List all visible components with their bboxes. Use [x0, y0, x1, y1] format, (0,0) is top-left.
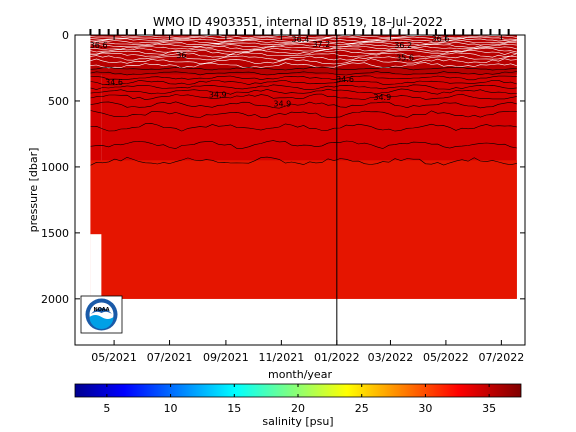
colorbar-ticks: 5 10 15 20 25 30 35 — [103, 384, 496, 415]
contour-label: 37.2 — [312, 40, 330, 49]
plot-area: 36.6 36 36.437.2 36.2 36.6 35.6 34.6 34.6 34.9 34… — [74, 29, 526, 346]
chart-title: WMO ID 4903351, internal ID 8519, 18–Jul… — [153, 15, 443, 29]
contour-line — [90, 55, 517, 61]
contour-line — [90, 41, 517, 46]
contour-label: 36.4 — [292, 35, 310, 44]
y-axis: 0 500 1000 1500 2000 — [41, 29, 525, 306]
salinity-field — [90, 35, 517, 300]
contour-line — [90, 71, 517, 76]
x-tick-label: 05/2022 — [423, 351, 469, 364]
colorbar-tick-label: 25 — [355, 402, 369, 415]
contour-line — [90, 62, 517, 69]
contour-line — [90, 38, 517, 42]
contour-line — [90, 101, 517, 109]
colorbar-tick-label: 20 — [291, 402, 305, 415]
contour-label: 34.6 — [105, 78, 123, 87]
contour-line — [90, 75, 517, 81]
logo-wave-icon — [89, 315, 114, 329]
profile-ticks — [89, 29, 510, 35]
contour-line — [90, 66, 517, 71]
logo-text: NOAA — [93, 307, 109, 313]
colorbar-tick-label: 35 — [482, 402, 496, 415]
x-tick-label: 07/2022 — [479, 351, 525, 364]
x-tick-label: 09/2021 — [203, 351, 249, 364]
y-tick-label: 1500 — [41, 227, 69, 240]
x-axis: 05/2021 07/2021 09/2021 11/2021 01/2022 03/20… — [91, 35, 524, 364]
colorbar-tick-label: 15 — [227, 402, 241, 415]
contour-line — [90, 156, 517, 166]
contour-label: 34.9 — [373, 93, 391, 102]
contour-line — [90, 110, 517, 118]
noaa-logo: NOAA — [80, 295, 123, 334]
y-tick-label: 1000 — [41, 161, 69, 174]
contour-labels: 36.6 36 36.437.2 36.2 36.6 35.6 34.6 34.6 34.9 34… — [90, 34, 450, 108]
colorbar-tick-label: 10 — [164, 402, 178, 415]
contour-label: 34.6 — [336, 75, 354, 84]
y-axis-label: pressure [dbar] — [27, 148, 40, 233]
x-tick-label: 07/2021 — [147, 351, 193, 364]
contour-line — [90, 52, 517, 58]
y-tick-label: 2000 — [41, 293, 69, 306]
contour-line — [90, 47, 517, 53]
contour-line — [90, 45, 517, 51]
contour-line — [90, 80, 517, 86]
contour-label: 34.9 — [273, 100, 291, 109]
colorbar: 5 10 15 20 25 30 35 salinity [psu] — [74, 383, 522, 428]
contour-line — [90, 140, 517, 149]
x-axis-label: month/year — [268, 368, 332, 381]
contour-line — [90, 84, 517, 91]
contour-label: 34.9 — [209, 90, 227, 99]
contour-label: 36.2 — [394, 41, 412, 50]
colorbar-tick-label: 5 — [103, 402, 110, 415]
contour-line — [90, 49, 517, 55]
field-early-profiles — [90, 35, 102, 235]
x-tick-label: 11/2021 — [259, 351, 305, 364]
contour-label: 36.6 — [90, 41, 108, 50]
contour-line — [90, 43, 517, 48]
contour-label: 36 — [176, 51, 186, 60]
field-early-gap — [90, 234, 102, 300]
contour-line — [90, 88, 517, 95]
colorbar-tick-label: 30 — [418, 402, 432, 415]
y-tick-label: 0 — [62, 29, 69, 42]
x-tick-label: 05/2021 — [91, 351, 137, 364]
field-deep-layer — [90, 160, 517, 299]
y-tick-label: 500 — [48, 95, 69, 108]
contour-label: 35.6 — [396, 53, 414, 62]
contour-line — [90, 93, 517, 101]
contour-line — [90, 58, 517, 65]
contour-label: 36.6 — [432, 34, 450, 43]
logo-bird-icon — [91, 308, 112, 314]
x-tick-label: 03/2022 — [368, 351, 414, 364]
colorbar-label: salinity [psu] — [262, 415, 333, 428]
x-tick-label: 01/2022 — [314, 351, 360, 364]
contour-line — [90, 123, 517, 132]
